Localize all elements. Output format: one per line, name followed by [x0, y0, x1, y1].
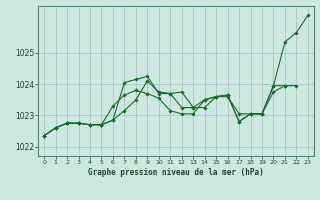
X-axis label: Graphe pression niveau de la mer (hPa): Graphe pression niveau de la mer (hPa)	[88, 168, 264, 177]
